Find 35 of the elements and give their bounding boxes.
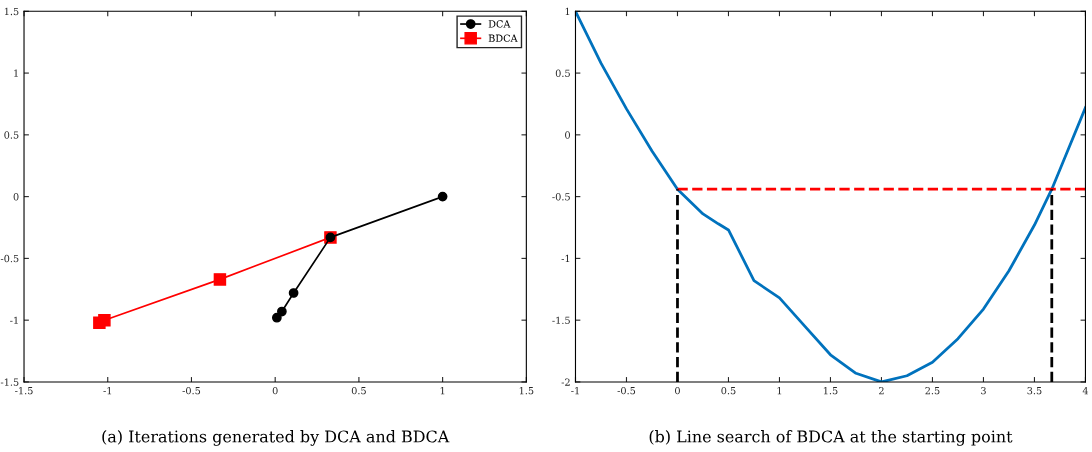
x-tick-label: 2	[879, 386, 884, 395]
y-tick-label: -1	[561, 254, 570, 263]
y-tick-label: -1.5	[552, 316, 570, 324]
x-tick-label: 1	[777, 386, 782, 395]
y-tick-label: 1.5	[4, 7, 19, 16]
x-tick-label: -0.5	[182, 386, 201, 395]
x-tick-label: 1	[440, 386, 445, 395]
legend-label: BDCA	[488, 34, 518, 42]
y-tick-label: 0.5	[555, 69, 570, 77]
y-tick-label: -0.5	[0, 254, 19, 263]
x-tick-label: 4	[1082, 386, 1089, 395]
y-tick-label: 0	[13, 193, 19, 201]
text: (a) Iterations generated by DCA and BDCA	[102, 430, 450, 446]
y-tick-label: 1	[565, 7, 570, 15]
y-tick-label: 1	[14, 69, 18, 77]
x-tick-label: -1	[571, 386, 579, 395]
y-tick-label: -2	[561, 378, 570, 386]
x-tick-label: 3.5	[1027, 386, 1042, 395]
x-tick-label: 0	[272, 386, 278, 395]
y-tick-label: -0.5	[552, 193, 570, 201]
x-tick-label: 0.5	[721, 386, 736, 395]
x-tick-label: 1.5	[823, 386, 838, 395]
x-tick-label: -1	[103, 386, 112, 395]
y-tick-label: -1	[10, 316, 18, 324]
x-tick-label: 0	[675, 386, 680, 395]
x-tick-label: 1.5	[519, 386, 534, 395]
x-tick-label: 3	[981, 386, 986, 395]
y-tick-label: -1.5	[0, 378, 19, 386]
legend-label: DCA	[488, 20, 511, 28]
x-tick-label: 0.5	[351, 386, 366, 395]
y-tick-label: 0	[565, 131, 570, 139]
x-tick-label: 2.5	[925, 386, 940, 395]
y-tick-label: 0.5	[4, 131, 19, 139]
x-tick-label: -0.5	[617, 386, 636, 395]
text: (b) Line search of BDCA at the starting point	[649, 430, 1013, 446]
